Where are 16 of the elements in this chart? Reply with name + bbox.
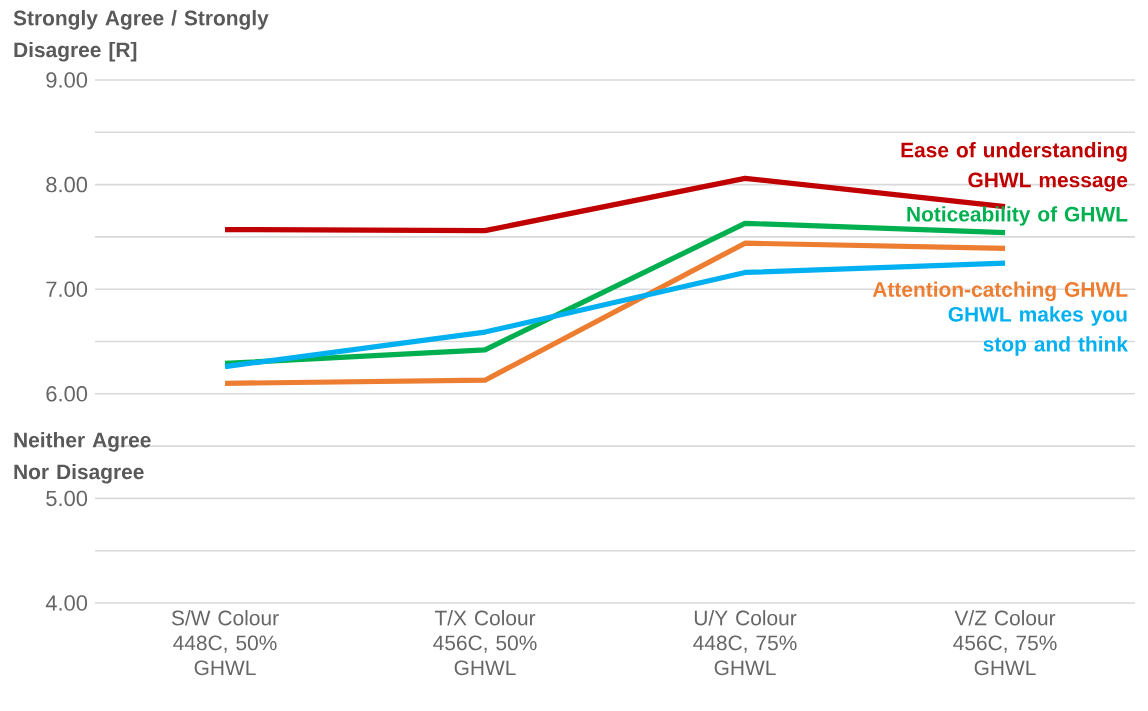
y-tick-label: 5.00 — [46, 490, 88, 507]
y-tick-label: 4.00 — [45, 595, 88, 611]
y-axis-title: Strongly Agree / Strongly Disagree [R] — [13, 10, 269, 62]
x-tick-label: S/W Colour 448C, 50% GHWL — [171, 610, 279, 676]
annotation: Neither Agree Nor Disagree — [14, 432, 151, 484]
series-label: GHWL makes you stop and think — [948, 306, 1128, 356]
x-tick-label: U/Y Colour 448C, 75% GHWL — [693, 610, 797, 676]
y-tick-label: 8.00 — [46, 176, 88, 193]
y-tick-label: 9.00 — [46, 72, 88, 88]
series-label: Attention-catching GHWL — [872, 281, 1128, 302]
x-tick-label: V/Z Colour 456C, 75% GHWL — [953, 610, 1057, 676]
x-tick-label: T/X Colour 456C, 50% GHWL — [433, 610, 537, 676]
y-tick-label: 7.00 — [46, 281, 88, 297]
series-label: Ease of understanding GHWL message — [901, 142, 1128, 192]
series-label: Noticeability of GHWL — [907, 206, 1128, 226]
y-tick-label: 6.00 — [46, 386, 88, 402]
